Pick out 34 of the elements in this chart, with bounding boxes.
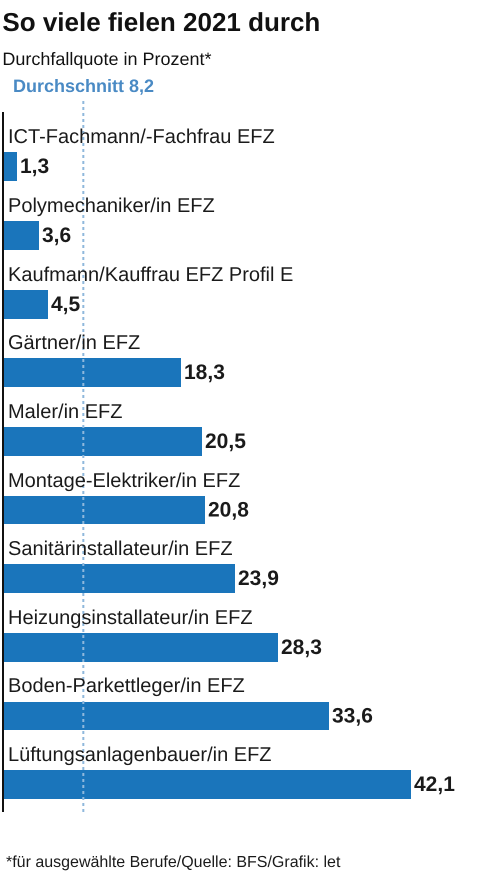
bar	[4, 633, 278, 662]
y-tick-label: Gärtner/in EFZ	[8, 332, 140, 354]
data-label: 4,5	[51, 293, 81, 316]
y-tick-label: Montage-Elektriker/in EFZ	[8, 470, 240, 492]
y-tick-label: Maler/in EFZ	[8, 401, 122, 423]
data-label: 1,3	[20, 155, 50, 178]
chart-subtitle: Durchfallquote in Prozent*	[2, 49, 212, 69]
y-tick-label: Kaufmann/Kauffrau EFZ Profil E	[8, 264, 294, 286]
data-label: 18,3	[184, 361, 225, 384]
text: *für ausgewählte Berufe/Quelle: BFS/Grafik: let	[6, 854, 341, 871]
data-label: 20,5	[205, 430, 246, 453]
bar	[4, 427, 202, 456]
y-tick-label: Heizungsinstallateur/in EFZ	[8, 607, 253, 629]
chart-title: So viele fielen 2021 durch	[2, 7, 320, 38]
y-tick-label: Boden-Parkettleger/in EFZ	[8, 675, 245, 697]
bar	[4, 496, 205, 524]
bar	[4, 152, 17, 181]
y-tick-label: Lüftungsanlagenbauer/in EFZ	[8, 744, 272, 766]
bar	[4, 564, 235, 593]
y-tick-label: ICT-Fachmann/-Fachfrau EFZ	[8, 126, 275, 148]
data-label: 20,8	[208, 498, 250, 522]
y-tick-label: Polymechaniker/in EFZ	[8, 195, 215, 217]
data-label: 23,9	[238, 567, 279, 590]
y-tick-label: Sanitärinstallateur/in EFZ	[8, 538, 233, 560]
bar	[4, 221, 39, 250]
bar	[4, 290, 48, 319]
bar	[4, 358, 181, 387]
data-label: 33,6	[332, 704, 373, 728]
data-label: 3,6	[42, 224, 72, 247]
bar	[4, 702, 329, 730]
data-label: 28,3	[281, 636, 322, 659]
data-label: 42,1	[414, 773, 456, 796]
ref-line-label: Durchschnitt 8,2	[13, 76, 154, 96]
bar	[4, 770, 411, 799]
